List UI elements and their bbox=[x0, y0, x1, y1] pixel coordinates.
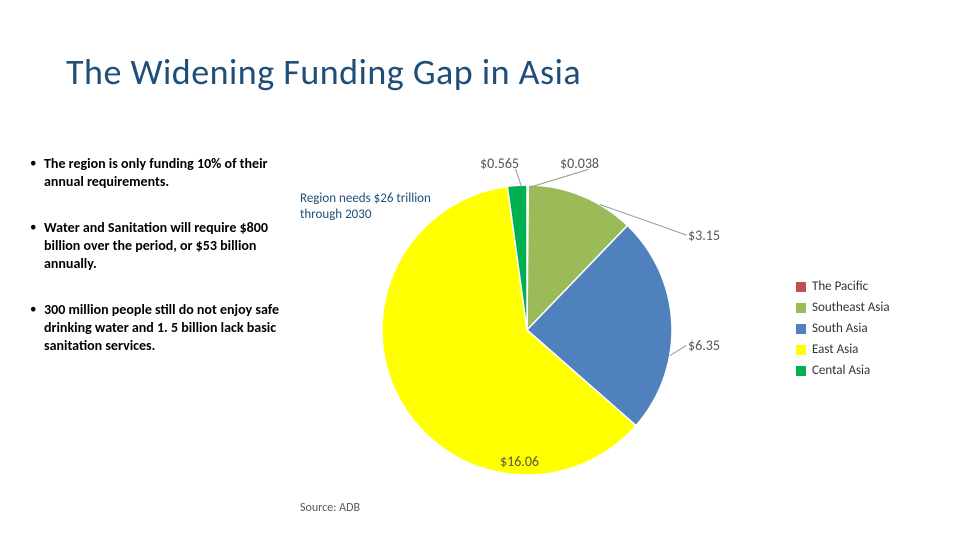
legend-swatch-icon bbox=[796, 324, 806, 334]
datalabel-seasia: $3.15 bbox=[688, 227, 720, 244]
slide: The Widening Funding Gap in Asia •The re… bbox=[0, 0, 960, 540]
bullet-list: •The region is only funding 10% of their… bbox=[30, 155, 280, 355]
legend: The Pacific Southeast Asia South Asia Ea… bbox=[796, 273, 926, 384]
legend-label: The Pacific bbox=[812, 279, 868, 294]
pie-chart bbox=[382, 185, 672, 475]
legend-label: East Asia bbox=[812, 342, 858, 357]
legend-item-seasia: Southeast Asia bbox=[796, 300, 926, 315]
datalabel-pacific: $0.038 bbox=[560, 155, 599, 172]
legend-label: Southeast Asia bbox=[812, 300, 890, 315]
bullet-item: •Water and Sanitation will require $800 … bbox=[30, 219, 280, 273]
datalabel-eastasia: $16.06 bbox=[500, 453, 539, 470]
legend-item-eastasia: East Asia bbox=[796, 342, 926, 357]
bullet-dot-icon: • bbox=[30, 219, 44, 237]
bullet-item: •The region is only funding 10% of their… bbox=[30, 155, 280, 191]
bullet-dot-icon: • bbox=[30, 301, 44, 319]
bullet-list-region: •The region is only funding 10% of their… bbox=[30, 155, 280, 383]
legend-item-southasia: South Asia bbox=[796, 321, 926, 336]
legend-swatch-icon bbox=[796, 303, 806, 313]
datalabel-central: $0.565 bbox=[480, 155, 519, 172]
legend-label: Cental Asia bbox=[812, 363, 870, 378]
pie-svg bbox=[382, 185, 672, 475]
legend-item-pacific: The Pacific bbox=[796, 279, 926, 294]
bullet-item: •300 million people still do not enjoy s… bbox=[30, 301, 280, 355]
bullet-text: The region is only funding 10% of their … bbox=[44, 155, 280, 191]
legend-swatch-icon bbox=[796, 282, 806, 292]
slide-title: The Widening Funding Gap in Asia bbox=[66, 50, 581, 94]
bullet-text: 300 million people still do not enjoy sa… bbox=[44, 301, 280, 355]
legend-swatch-icon bbox=[796, 345, 806, 355]
chart-source: Source: ADB bbox=[300, 501, 360, 515]
legend-item-central: Cental Asia bbox=[796, 363, 926, 378]
datalabel-southasia: $6.35 bbox=[688, 337, 720, 354]
bullet-text: Water and Sanitation will require $800 b… bbox=[44, 219, 280, 273]
legend-label: South Asia bbox=[812, 321, 868, 336]
legend-swatch-icon bbox=[796, 366, 806, 376]
bullet-dot-icon: • bbox=[30, 155, 44, 173]
pie-chart-region: Region needs $26 trillion through 2030 $… bbox=[300, 155, 934, 515]
